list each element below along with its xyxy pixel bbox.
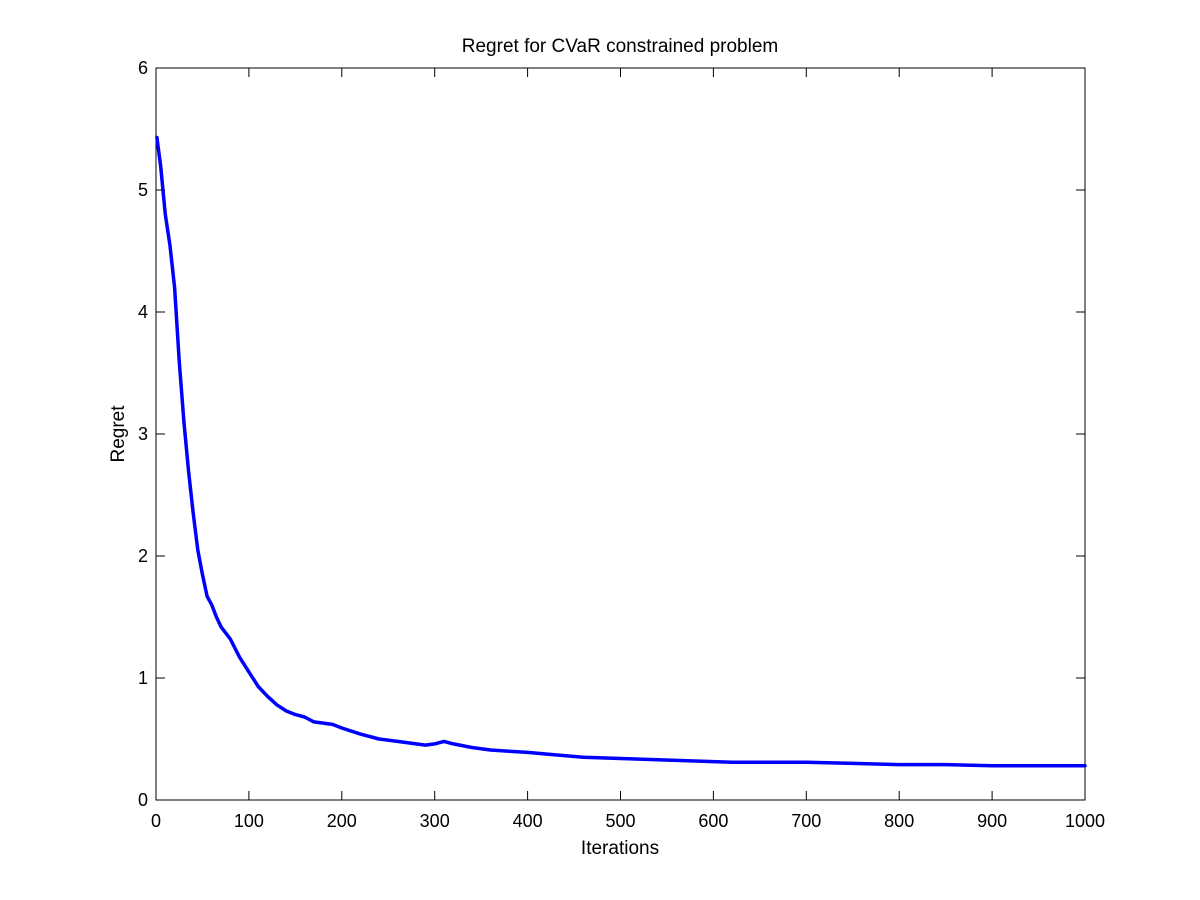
plot-area: 0 100 200 300 400 500 600 700 800 900 1000 0 1 2 3 4 5 6	[138, 58, 1105, 831]
x-tick-label: 800	[884, 811, 914, 831]
x-axis-label: Iterations	[581, 838, 659, 859]
y-tick-label: 5	[138, 180, 148, 200]
y-tick-label: 4	[138, 302, 148, 322]
chart-title: Regret for CVaR constrained problem	[462, 36, 778, 57]
y-axis-label: Regret	[108, 405, 129, 463]
x-tick-label: 400	[513, 811, 543, 831]
x-tick-label: 500	[605, 811, 635, 831]
x-tick-label: 1000	[1065, 811, 1105, 831]
x-tick-label: 900	[977, 811, 1007, 831]
x-tick-label: 200	[327, 811, 357, 831]
y-tick-label: 6	[138, 58, 148, 78]
x-tick-label: 300	[420, 811, 450, 831]
x-tick-label: 0	[151, 811, 161, 831]
y-tick-label: 3	[138, 424, 148, 444]
x-tick-label: 700	[791, 811, 821, 831]
regret-series-line	[155, 135, 1087, 768]
y-tick-label: 0	[138, 790, 148, 810]
y-tick-label: 1	[138, 668, 148, 688]
x-tick-label: 600	[698, 811, 728, 831]
y-tick-label: 2	[138, 546, 148, 566]
x-tick-label: 100	[234, 811, 264, 831]
